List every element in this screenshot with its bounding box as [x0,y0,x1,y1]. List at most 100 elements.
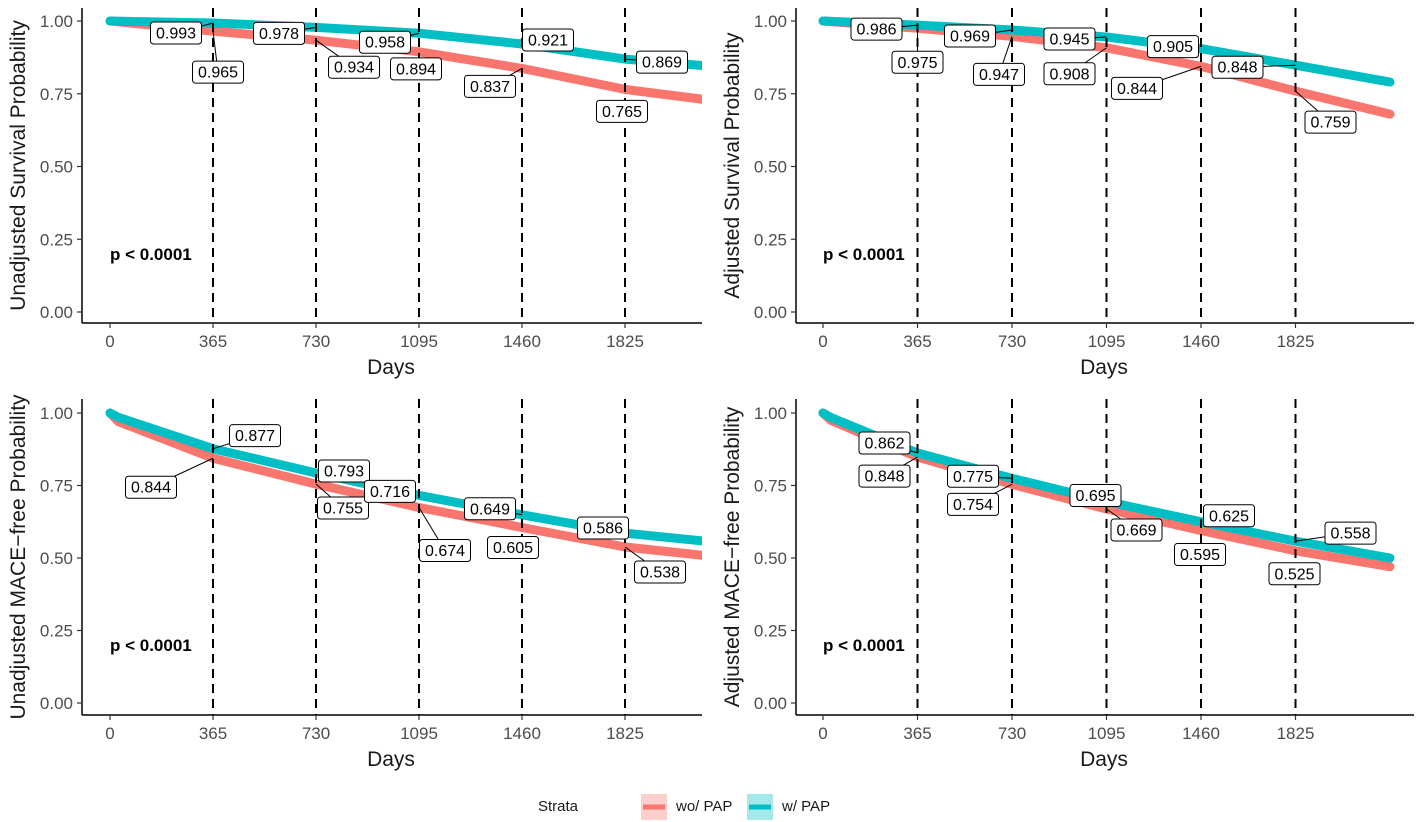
annotation-text: 0.674 [425,543,465,560]
y-tick-label: 1.00 [40,404,73,423]
annotation-box [947,464,999,488]
value-annotation: 0.605 [487,536,539,560]
value-annotation: 0.755 [315,483,369,520]
annotation-text: 0.934 [334,60,374,77]
x-tick-label: 365 [199,332,227,351]
annotation-text: 0.969 [950,29,990,46]
annotation-text: 0.862 [864,436,904,453]
p-value-label: p < 0.0001 [823,636,905,655]
value-annotation: 0.947 [973,36,1025,86]
p-value-label: p < 0.0001 [110,636,192,655]
annotation-text: 0.755 [323,501,363,518]
value-annotation: 0.595 [1174,542,1226,566]
annotation-text: 0.538 [640,564,680,581]
y-axis-title: Unadjusted Survival Probability [7,20,30,311]
annotation-box [150,21,202,45]
value-annotation: 0.921 [522,28,574,52]
x-tick-label: 1460 [1182,332,1220,351]
x-tick-label: 1460 [503,724,541,743]
value-annotation: 0.649 [464,497,523,521]
annotation-text: 0.844 [1117,81,1157,98]
annotation-text: 0.869 [642,55,682,72]
series-group [818,408,1395,572]
x-tick-label: 1825 [1277,724,1315,743]
annotation-box [1211,55,1264,79]
annotation-box [464,497,516,521]
value-annotation: 0.958 [359,30,420,54]
y-tick-label: 0.25 [40,230,73,249]
x-tick-label: 730 [998,332,1026,351]
annotation-box [229,424,281,448]
annotation-text: 0.905 [1153,39,1193,56]
y-tick-label: 0.75 [754,477,787,496]
y-axis-title: Adjusted Survival Probability [721,32,744,299]
annotation-box [577,516,629,540]
x-axis-title: Days [367,356,415,379]
x-tick-label: 365 [903,724,931,743]
x-tick-label: 0 [818,724,827,743]
panel-1: 0.00 0.25 0.50 0.75 1.00 0 365 730 1095 1460 1825 D… [7,8,702,379]
annotation-text: 0.765 [602,104,642,121]
annotation-text: 0.877 [235,428,275,445]
annotation-box [253,21,305,45]
value-annotation: 0.558 [1295,521,1377,545]
value-annotation: 0.969 [944,24,1013,48]
value-annotation: 0.775 [947,464,1013,488]
annotation-text: 0.695 [1075,488,1115,505]
x-tick-label: 1460 [1182,724,1220,743]
x-tick-label: 730 [302,332,330,351]
series-line-wpap [818,408,1395,563]
x-tick-label: 1825 [606,332,644,351]
value-annotation: 0.674 [418,507,471,563]
y-tick-label: 0.50 [754,158,787,177]
x-tick-label: 1095 [1088,332,1126,351]
y-tick-label: 1.00 [754,404,787,423]
legend-item-wo-pap: wo/ PAP [641,794,732,820]
p-value-label: p < 0.0001 [110,245,192,264]
annotation-text: 0.908 [1049,66,1089,83]
value-annotation: 0.877 [212,424,281,450]
annotation-box [192,60,244,84]
y-tick-label: 0.00 [40,303,73,322]
y-tick-label: 0.50 [754,549,787,568]
value-annotation: 0.986 [850,17,918,41]
x-tick-label: 1460 [503,332,541,351]
value-annotation: 0.716 [364,479,416,503]
y-tick-label: 0.75 [754,85,787,104]
annotation-box [125,475,177,499]
value-annotation: 0.754 [947,483,1013,516]
value-annotation: 0.908 [1043,47,1107,86]
annotation-text: 0.848 [1217,60,1257,77]
annotation-text: 0.978 [259,26,299,43]
legend-label-w-pap: w/ PAP [781,798,830,815]
annotation-text: 0.525 [1274,566,1314,583]
annotation-box [1174,542,1226,566]
annotation-box [1111,76,1163,100]
annotation-box [464,74,516,98]
annotation-text: 0.921 [528,32,568,49]
annotation-text: 0.586 [583,521,623,538]
annotation-text: 0.775 [953,469,993,486]
x-tick-label: 1825 [606,724,644,743]
value-annotation: 0.586 [577,516,629,540]
annotation-box [944,24,996,48]
value-annotation: 0.837 [464,67,523,98]
y-axis-title: Unadjusted MACE−free Probability [7,394,30,720]
annotation-text: 0.649 [470,501,510,518]
value-annotation: 0.894 [390,57,442,81]
x-axis-title: Days [367,748,415,771]
value-annotation: 0.978 [253,21,317,45]
x-tick-label: 365 [199,724,227,743]
annotation-box [947,492,999,516]
value-annotation: 0.848 [858,456,918,488]
value-annotation: 0.669 [1106,508,1163,542]
y-tick-label: 1.00 [40,12,73,31]
annotation-text: 0.945 [1049,32,1089,49]
annotation-box [1324,521,1377,545]
annotation-box [1268,562,1321,586]
annotation-text: 0.558 [1330,526,1370,543]
legend-label-wo-pap: wo/ PAP [675,798,732,815]
annotation-text: 0.793 [324,464,364,481]
legend: Strata wo/ PAP w/ PAP [538,794,830,820]
annotation-box [634,560,686,584]
